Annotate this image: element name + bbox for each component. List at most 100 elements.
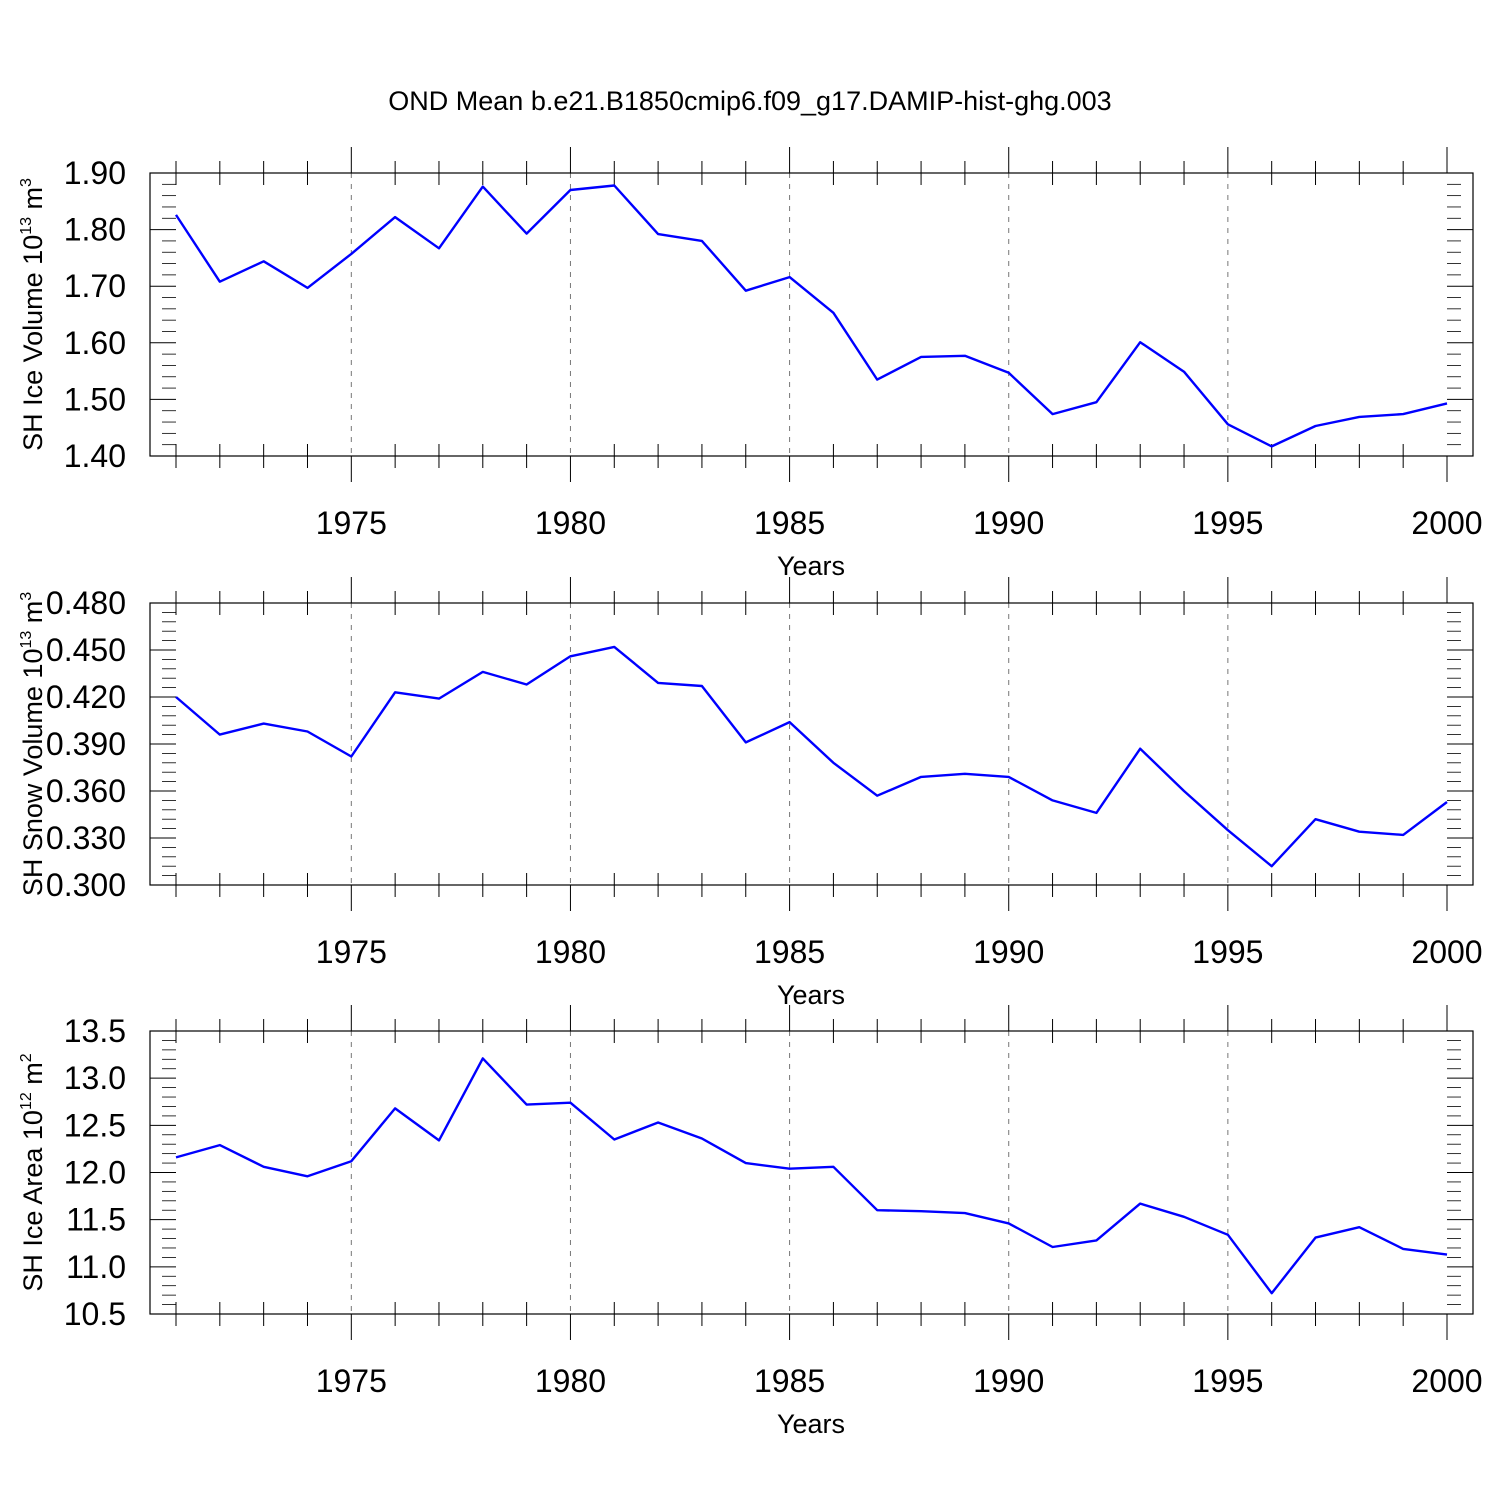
panel-1-data-point-1997 — [1314, 424, 1318, 428]
panel-2-y-tick-label: 0.390 — [46, 726, 126, 762]
panel-2-data-point-1993 — [1138, 747, 1142, 751]
chart-title: OND Mean b.e21.B1850cmip6.f09_g17.DAMIP-… — [388, 86, 1111, 116]
panel-2-y-tick-label: 0.300 — [46, 867, 126, 903]
panel-1-y-tick-label: 1.70 — [64, 268, 126, 304]
panel-2-y-axis-title-text: SH Snow Volume 10 — [18, 649, 48, 897]
panel-3-data-point-1993 — [1138, 1202, 1142, 1206]
panel-1-x-tick-label: 1990 — [973, 505, 1044, 541]
panel-3-y-axis-title-text: SH Ice Area 10 — [18, 1110, 48, 1292]
panel-3-x-tick-label: 1980 — [535, 1363, 606, 1399]
panel-2-x-tick-label: 1990 — [973, 934, 1044, 970]
panel-3-data-point-1979 — [525, 1103, 529, 1107]
panel-2-data-point-1984 — [744, 740, 748, 744]
panel-3-data-point-1974 — [305, 1174, 309, 1178]
panel-3-data-point-2000 — [1445, 1253, 1449, 1257]
panel-1-y-axis-title-unit: m — [18, 187, 48, 217]
panel-3-y-tick-label: 10.5 — [64, 1296, 126, 1332]
panel-1-y-tick-label: 1.80 — [64, 212, 126, 248]
panel-1-data-point-1988 — [919, 355, 923, 359]
panel-1-data-point-1989 — [963, 354, 967, 358]
panel-2-data-point-1971 — [174, 695, 178, 699]
panel-3-data-point-1990 — [1007, 1221, 1011, 1225]
panel-3-data-point-1986 — [831, 1165, 835, 1169]
panel-3-data-point-1994 — [1182, 1215, 1186, 1219]
panel-3-data-point-1984 — [744, 1161, 748, 1165]
panel-3-x-tick-label: 1975 — [316, 1363, 387, 1399]
panel-2-x-tick-label: 1975 — [316, 934, 387, 970]
panel-2-y-tick-label: 0.480 — [46, 585, 126, 621]
panel-3-x-tick-label: 2000 — [1411, 1363, 1482, 1399]
panel-2-data-point-1994 — [1182, 789, 1186, 793]
panel-3-data-line — [175, 1057, 1448, 1295]
panel-2-data-point-1978 — [481, 670, 485, 674]
panel-3-y-tick-label: 12.0 — [64, 1155, 126, 1191]
panel-3-data-point-1980 — [568, 1101, 572, 1105]
panel-3-y-tick-label: 13.5 — [64, 1013, 126, 1049]
panel-1-data-point-1996 — [1270, 444, 1274, 448]
panel-3-data-point-1999 — [1401, 1247, 1405, 1251]
panel-3-data-point-1987 — [875, 1208, 879, 1212]
panel-3-data-point-1973 — [262, 1165, 266, 1169]
panel-3-x-tick-label: 1985 — [754, 1363, 825, 1399]
panel-2-data-point-1980 — [568, 654, 572, 658]
panel-1-data-line — [174, 184, 1448, 448]
panel-2-data-point-1975 — [349, 755, 353, 759]
panel-1-x-tick-label: 1985 — [754, 505, 825, 541]
panel-3-y-tick-label: 12.5 — [64, 1107, 126, 1143]
panel-2-data-point-1988 — [919, 775, 923, 779]
panel-2-y-axis-title-exponent: 13 — [18, 631, 35, 649]
panel-3-data-point-1978 — [481, 1056, 485, 1060]
panel-1-data-point-1972 — [218, 280, 222, 284]
panel-2-x-tick-label: 1995 — [1192, 934, 1263, 970]
panel-1-data-point-1971 — [174, 213, 178, 217]
panel-2-data-point-1979 — [525, 682, 529, 686]
panel-2-data-point-1981 — [612, 645, 616, 649]
panel-1-plot-frame — [149, 172, 1474, 457]
panel-1-data-point-1974 — [305, 286, 309, 290]
panel-3-data-point-1988 — [919, 1209, 923, 1213]
panel-3-data-point-1992 — [1094, 1238, 1098, 1242]
panel-2-data-point-1987 — [875, 794, 879, 798]
panel-2-data-line — [175, 645, 1448, 868]
panel-3-data-point-1982 — [656, 1121, 660, 1125]
panel-2-data-point-1983 — [700, 684, 704, 688]
panel-1-y-axis-title-exponent: 13 — [18, 217, 35, 235]
panel-1-data-point-1985 — [788, 275, 792, 279]
panel-2-data-point-1976 — [393, 690, 397, 694]
panel-2-x-tick-label: 1980 — [535, 934, 606, 970]
panel-1-data-point-1981 — [612, 183, 616, 187]
panel-1-data-point-1980 — [568, 188, 572, 192]
panel-2-data-point-1972 — [218, 733, 222, 737]
panel-1-data-point-1984 — [744, 289, 748, 293]
panel-1-y-axis-title-unit-exponent: 3 — [18, 178, 35, 187]
panel-3-data-point-1989 — [963, 1211, 967, 1215]
panel-1-data-point-1983 — [700, 239, 704, 243]
panel-2-x-tick-label: 1985 — [754, 934, 825, 970]
panel-2-y-axis-title-unit-exponent: 3 — [18, 592, 35, 601]
panel-2-data-point-1973 — [262, 722, 266, 726]
panel-2-data-point-1974 — [305, 729, 309, 733]
panel-2-y-tick-label: 0.330 — [46, 820, 126, 856]
panel-3-data-point-1998 — [1357, 1225, 1361, 1229]
panel-3-data-point-1971 — [174, 1155, 178, 1159]
panel-1-data-point-1994 — [1182, 370, 1186, 374]
panel-3-y-tick-label: 11.5 — [66, 1202, 126, 1238]
panel-1-data-point-1999 — [1401, 412, 1405, 416]
panel-1-data-point-1973 — [262, 259, 266, 263]
panel-2-data-point-2000 — [1445, 800, 1449, 804]
panel-1-data-point-1995 — [1226, 422, 1230, 426]
panel-2-y-tick-label: 0.420 — [46, 679, 126, 715]
panel-3-data-point-1975 — [349, 1159, 353, 1163]
panel-1-data-point-1992 — [1094, 400, 1098, 404]
panel-2-data-point-1999 — [1401, 833, 1405, 837]
panel-2-y-axis-title: SH Snow Volume 1013 m3 — [18, 592, 48, 896]
panel-3-data-point-1997 — [1314, 1236, 1318, 1240]
panel-1-y-tick-label: 1.60 — [64, 325, 126, 361]
panel-2-data-point-1986 — [831, 761, 835, 765]
panel-1-y-tick-label: 1.40 — [64, 438, 126, 474]
panel-1-data-point-2000 — [1445, 401, 1449, 405]
panel-1-data-point-1986 — [831, 311, 835, 315]
panel-1-data-point-1993 — [1138, 340, 1142, 344]
panel-2-x-tick-label: 2000 — [1411, 934, 1482, 970]
